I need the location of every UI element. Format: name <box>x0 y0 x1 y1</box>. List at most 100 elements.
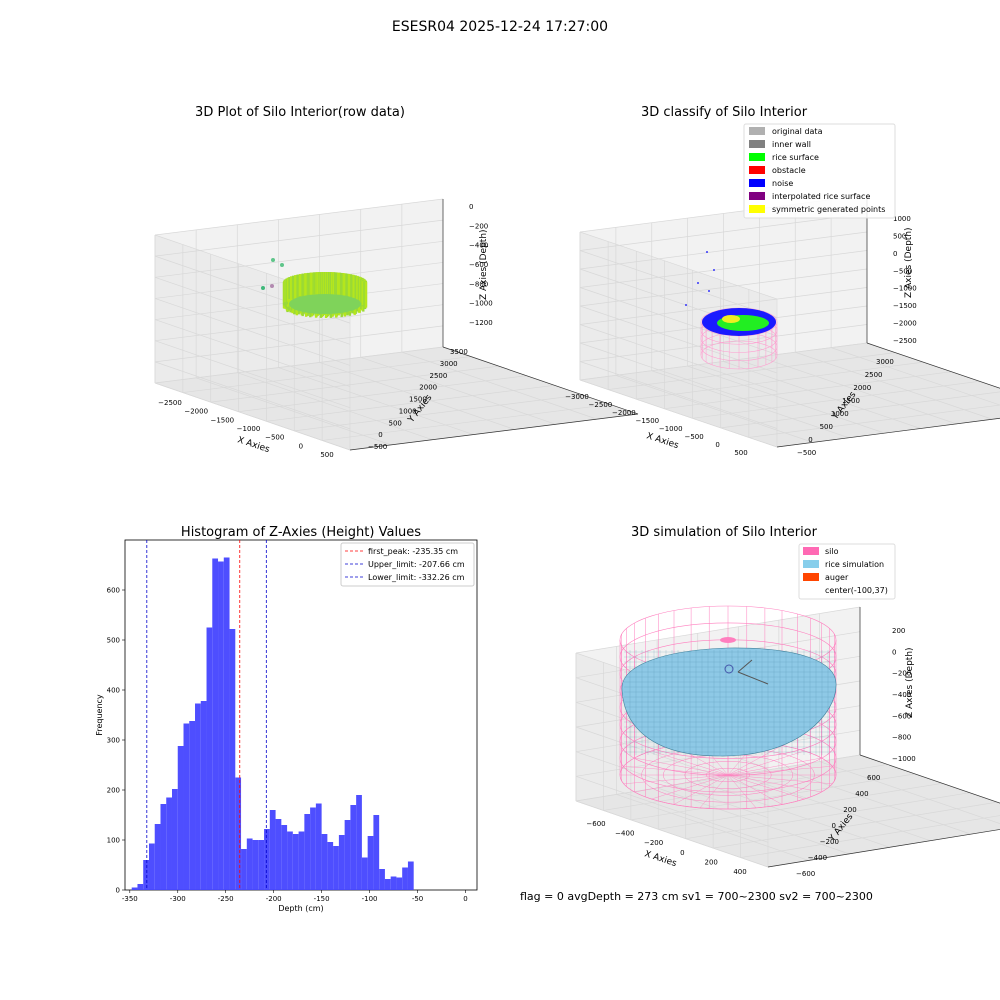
outlier-point <box>280 263 284 267</box>
tick-label: −200 <box>820 838 839 846</box>
tick-label: 500 <box>734 449 747 457</box>
tick-label: −600 <box>586 820 605 828</box>
axis-line <box>767 829 1000 868</box>
axis-line <box>859 754 1000 804</box>
tick-label: 500 <box>893 232 906 240</box>
grid-line <box>795 351 993 420</box>
simulation-3d-plot: 3D simulation of Silo Interior −600 −400 −… <box>575 525 1000 878</box>
tick-label: −600 <box>892 712 911 720</box>
tick-label: −400 <box>469 242 488 250</box>
tick-label: −200 <box>644 839 663 847</box>
tick-label: −1200 <box>469 319 493 327</box>
histogram-bar <box>264 829 270 890</box>
silo-floor-spoke <box>699 774 729 808</box>
simulation-plot-title: 3D simulation of Silo Interior <box>631 525 818 540</box>
simulation-y-ticks: −600 −400 −200 0 200 400 600 <box>796 774 880 878</box>
silo-floor-spoke <box>727 745 783 776</box>
outlier-point <box>271 258 275 262</box>
histogram-title: Histogram of Z-Axies (Height) Values <box>181 525 421 540</box>
grid-line <box>575 800 769 868</box>
grid-line <box>360 356 556 425</box>
histogram-bar <box>148 843 155 890</box>
histogram-y-axis-label: Frequency <box>95 694 104 736</box>
tick-label: 0 <box>808 436 812 444</box>
tick-label: 200 <box>843 806 856 814</box>
legend-label: Upper_limit: -207.66 cm <box>368 560 465 569</box>
legend-swatch <box>749 153 765 161</box>
grid-line <box>210 365 499 403</box>
grid-line <box>154 346 444 384</box>
tick-label: −1000 <box>237 425 261 433</box>
histogram-bar <box>229 629 236 890</box>
auger-line <box>737 659 753 673</box>
histogram-reference-lines <box>146 540 267 890</box>
tick-label: −400 <box>808 854 827 862</box>
tick-label: −600 <box>796 870 815 878</box>
grid-line <box>266 384 555 422</box>
grid-line <box>575 726 769 794</box>
axis-line <box>776 417 1000 448</box>
outlier-point <box>261 286 265 290</box>
y-tick-label: 200 <box>107 787 120 795</box>
histogram-x-ticks: -350 -300 -250 -200 -150 -100 -50 0 <box>122 890 468 903</box>
tick-label: −500 <box>893 267 912 275</box>
grid-line <box>401 351 597 420</box>
histogram-bar <box>241 849 247 890</box>
grid-line <box>615 375 813 443</box>
silo-floor-spoke <box>727 774 833 784</box>
tick-label: 400 <box>733 868 746 876</box>
histogram-bar <box>212 558 219 890</box>
noise-point <box>713 269 715 271</box>
histogram-bar <box>361 857 368 890</box>
tick-label: −500 <box>368 443 387 451</box>
grid-line <box>720 391 1000 429</box>
histogram-y-ticks: 0 100 200 300 400 500 600 <box>107 587 125 895</box>
tick-label: 0 <box>832 822 836 830</box>
tick-label: −500 <box>797 449 816 457</box>
grid-line <box>154 304 444 342</box>
x-tick-label: -100 <box>362 895 378 903</box>
noise-point <box>708 290 710 292</box>
grid-line <box>723 361 921 429</box>
histogram-bar <box>310 807 316 890</box>
silo-floor-spoke <box>623 766 729 776</box>
auger-marker <box>724 664 734 674</box>
grid-line <box>636 361 924 400</box>
tick-label: −1000 <box>659 425 683 433</box>
grid-line <box>196 377 392 446</box>
grid-line <box>575 751 769 818</box>
grid-line <box>154 198 444 236</box>
tick-label: 600 <box>867 774 880 782</box>
legend-label: Lower_limit: -332.26 cm <box>368 573 465 582</box>
x-tick-label: -350 <box>122 895 138 903</box>
histogram-bar <box>315 803 322 890</box>
legend-label: obstacle <box>772 166 806 175</box>
tick-label: −3000 <box>565 393 589 401</box>
legend-swatch <box>749 127 765 135</box>
grid-line <box>322 404 611 441</box>
silo-top-hub <box>720 637 736 643</box>
grid-line <box>579 250 868 288</box>
histogram-bar <box>137 884 144 890</box>
histogram-bar <box>292 834 299 890</box>
tick-label: 2500 <box>430 372 448 380</box>
legend-swatch <box>749 166 765 174</box>
tick-label: 2000 <box>853 384 871 392</box>
tick-label: −1000 <box>892 755 916 763</box>
silo-floor-spoke <box>634 774 729 793</box>
legend-swatch <box>749 205 765 213</box>
histogram-bar <box>177 746 184 890</box>
tick-label: 0 <box>893 250 897 258</box>
axis-line <box>866 342 1000 389</box>
raw-point-cloud <box>261 258 368 318</box>
grid-line <box>630 773 915 821</box>
grid-line <box>575 606 861 654</box>
histogram-bar <box>160 804 167 890</box>
raw-plot-panes <box>154 198 639 451</box>
x-tick-label: -50 <box>412 895 423 903</box>
tick-label: 1000 <box>893 215 911 223</box>
grid-line <box>664 371 952 410</box>
grid-line <box>738 774 931 842</box>
histogram-bar <box>350 805 357 890</box>
